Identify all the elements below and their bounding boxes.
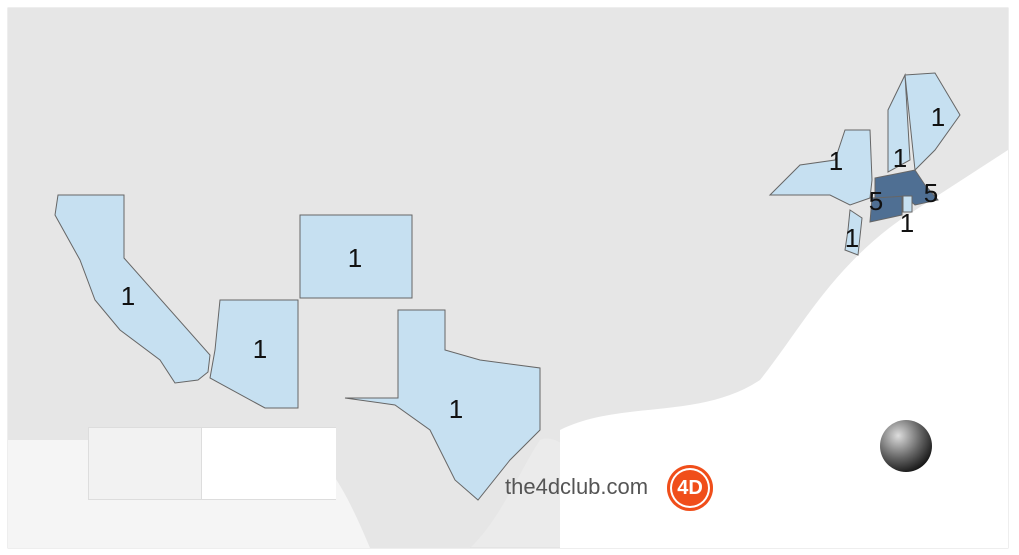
state-massachusetts[interactable] (874, 169, 939, 206)
state-new-hampshire[interactable] (887, 73, 911, 173)
globe-icon[interactable] (880, 420, 932, 472)
state-california[interactable] (54, 194, 211, 384)
state-value-label: 5 (924, 178, 938, 208)
state-rhode-island[interactable] (902, 195, 913, 213)
state-texas[interactable] (344, 309, 541, 501)
state-value-label: 1 (845, 223, 859, 253)
state-value-label: 1 (121, 281, 135, 311)
4d-logo: 4D (667, 465, 713, 511)
state-value-label: 5 (869, 186, 883, 216)
state-colorado[interactable] (299, 214, 413, 299)
state-arizona[interactable] (209, 299, 299, 409)
state-value-label: 1 (829, 146, 843, 176)
state-new-york[interactable] (768, 129, 873, 206)
state-value-label: 1 (900, 208, 914, 238)
watermark-text: the4dclub.com (505, 474, 649, 499)
state-value-label: 1 (348, 243, 362, 273)
state-value-label: 1 (931, 102, 945, 132)
alaska-hawaii-inset (88, 427, 336, 500)
state-value-label: 1 (253, 334, 267, 364)
state-new-jersey[interactable] (844, 209, 863, 256)
state-value-label: 1 (449, 394, 463, 424)
state-maine[interactable] (904, 72, 961, 172)
state-value-label: 1 (893, 143, 907, 173)
